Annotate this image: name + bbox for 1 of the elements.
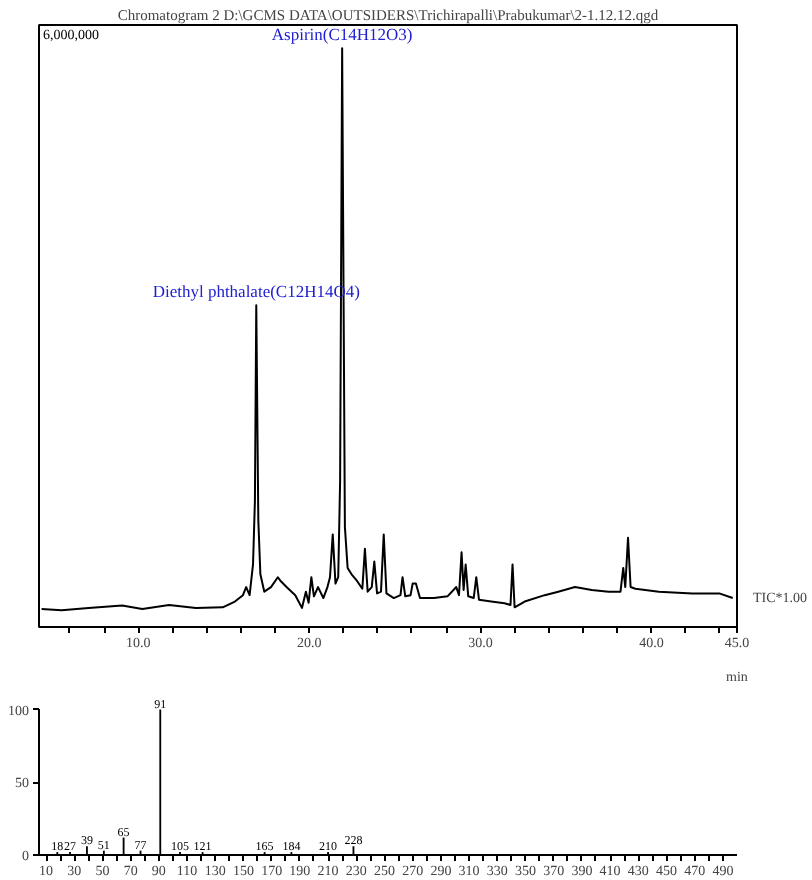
annotation: Aspirin(C14H12O3) xyxy=(271,24,413,45)
